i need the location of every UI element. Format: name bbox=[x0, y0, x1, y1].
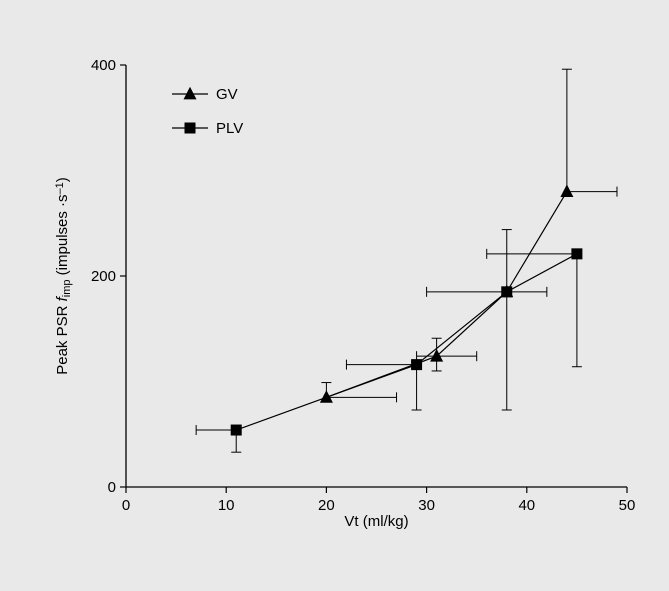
y-axis-label-suffix: ) bbox=[54, 177, 71, 182]
x-tick-label: 50 bbox=[619, 497, 636, 514]
error-bar-gv bbox=[426, 286, 548, 297]
data-point-plv bbox=[411, 359, 423, 371]
x-tick-label: 10 bbox=[218, 497, 235, 514]
y-tick-label: 200 bbox=[91, 268, 116, 285]
legend-marker-square bbox=[184, 122, 196, 134]
y-axis-label-middle: (impulses ·s bbox=[54, 194, 71, 279]
error-bar-plv bbox=[501, 229, 512, 411]
data-point-gv bbox=[430, 348, 444, 362]
data-point-gv bbox=[319, 390, 333, 403]
y-tick-label: 0 bbox=[108, 479, 116, 496]
error-bar-gv bbox=[416, 337, 478, 372]
x-tick-label: 40 bbox=[518, 497, 535, 514]
error-bar-gv bbox=[561, 68, 618, 197]
error-bar-plv bbox=[345, 359, 422, 411]
series-line-plv bbox=[236, 253, 578, 431]
x-axis-label: Vt (ml/kg) bbox=[344, 513, 408, 530]
data-point-plv bbox=[501, 286, 513, 298]
error-bar-plv bbox=[486, 248, 582, 368]
data-point-plv bbox=[571, 248, 583, 260]
data-point-gv bbox=[560, 184, 574, 197]
legend-label: PLV bbox=[216, 120, 243, 137]
y-axis-label-subscript: imp bbox=[61, 279, 73, 297]
legend-label: GV bbox=[216, 86, 238, 103]
legend-marker-triangle bbox=[183, 86, 197, 100]
y-axis-label-superscript: –1 bbox=[54, 182, 66, 194]
y-axis-label-italic: f bbox=[54, 295, 71, 301]
x-tick-label: 20 bbox=[318, 497, 335, 514]
y-tick-label: 400 bbox=[91, 57, 116, 74]
x-tick-label: 0 bbox=[122, 497, 130, 514]
legend: GV PLV bbox=[172, 86, 243, 137]
y-axis-label-prefix: Peak PSR bbox=[54, 301, 71, 374]
y-axis-label: Peak PSR fimp (impulses ·s–1) bbox=[54, 177, 73, 375]
data-point-plv bbox=[230, 424, 242, 436]
series-line-gv bbox=[326, 191, 568, 398]
legend-item-plv: PLV bbox=[172, 120, 243, 137]
legend-item-gv: GV bbox=[172, 86, 238, 103]
x-tick-label: 30 bbox=[418, 497, 435, 514]
